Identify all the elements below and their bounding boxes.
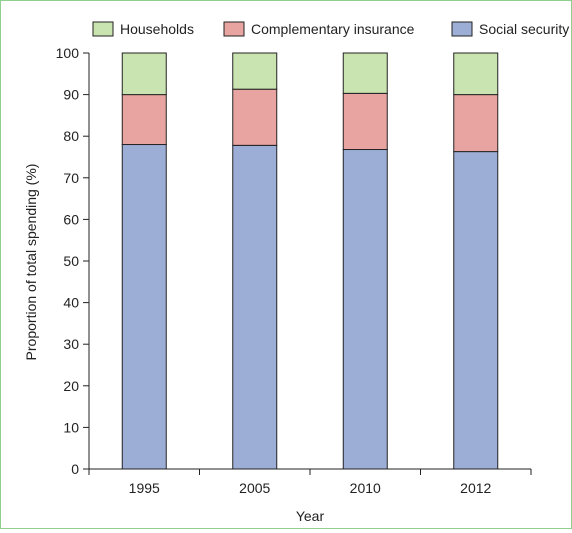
bar-segment-households-2010 — [342, 52, 388, 94]
x-tick-label: 2010 — [350, 480, 381, 496]
y-tick-label: 50 — [63, 253, 79, 269]
axes: 0 10 20 30 40 50 60 70 80 90 100 1995 2005 2010 2012 — [56, 45, 532, 496]
bar-segment-social-security-2005 — [232, 144, 278, 470]
bar-segment-social-security-2010 — [342, 149, 388, 470]
bar-segment-households-2012 — [453, 52, 499, 96]
y-tick-label: 100 — [56, 45, 80, 61]
legend-swatch-households — [92, 21, 114, 37]
bar-segment-complementary-insurance-2005 — [232, 88, 278, 146]
y-tick-label: 90 — [63, 87, 79, 103]
bar-segment-social-security-1995 — [121, 144, 167, 470]
x-axis-title: Year — [296, 508, 325, 524]
bar-segment-social-security-2012 — [453, 151, 499, 470]
y-tick-label: 60 — [63, 211, 79, 227]
bar-segment-complementary-insurance-1995 — [121, 94, 167, 146]
x-tick-label: 2012 — [460, 480, 491, 496]
y-tick-label: 40 — [63, 295, 79, 311]
x-tick-label: 1995 — [129, 480, 160, 496]
legend: Households Complementary insurance Social … — [92, 21, 569, 37]
bar-segment-complementary-insurance-2012 — [453, 94, 499, 153]
bar-segment-complementary-insurance-2010 — [342, 92, 388, 151]
y-tick-label: 30 — [63, 336, 79, 352]
y-tick-label: 70 — [63, 170, 79, 186]
bar-segment-households-1995 — [121, 52, 167, 96]
legend-swatch-social-security — [451, 21, 473, 37]
legend-label-social-security: Social security — [479, 21, 569, 37]
legend-label-complementary-insurance: Complementary insurance — [251, 21, 415, 37]
y-axis-title: Proportion of total spending (%) — [23, 164, 39, 361]
x-tick-label: 2005 — [239, 480, 270, 496]
y-tick-label: 0 — [71, 461, 79, 477]
bars — [121, 52, 499, 470]
legend-swatch-complementary-insurance — [223, 21, 245, 37]
y-tick-label: 20 — [63, 378, 79, 394]
bar-segment-households-2005 — [232, 52, 278, 90]
y-tick-label: 80 — [63, 128, 79, 144]
legend-label-households: Households — [120, 21, 194, 37]
y-tick-label: 10 — [63, 419, 79, 435]
